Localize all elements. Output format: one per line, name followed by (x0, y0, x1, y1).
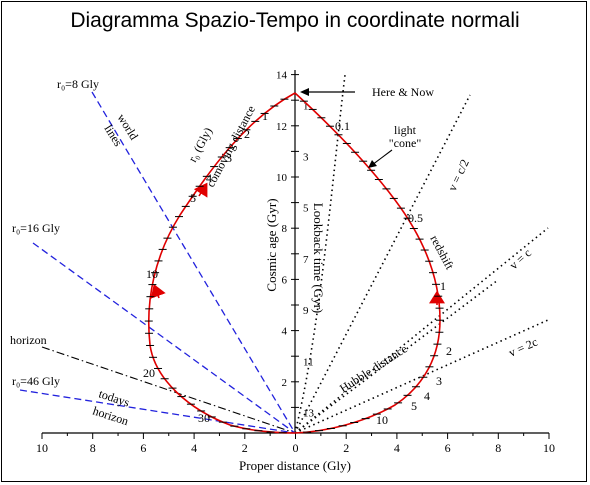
x-tick-label: 0 (293, 441, 299, 455)
r16-label: r₀=16 Gly (12, 221, 60, 235)
left-cone-arrow-upper (193, 182, 208, 198)
comoving-distance-mark: 10 (146, 267, 158, 281)
comoving-distance-mark: 20 (143, 366, 155, 380)
world-lines (19, 91, 296, 434)
redshift-mark: 2 (446, 344, 452, 358)
cosmic-age-tick-label: 2 (282, 377, 288, 389)
x-tick-label: 10 (543, 441, 555, 455)
cosmic-age-tick-label: 4 (282, 326, 288, 338)
light-cone-annotation: light "cone" (368, 123, 421, 168)
cosmic-age-tick-label: 14 (276, 70, 288, 82)
x-tick-label: 6 (140, 441, 146, 455)
x-axis: 10 8 6 4 2 0 2 4 6 8 10 Proper distance (Gly) (36, 432, 555, 473)
v-2c-line (294, 319, 549, 434)
redshift-mark: 3 (436, 374, 442, 388)
hubble-distance-label: Hubble distance (337, 341, 410, 395)
cosmic-age-tick-label: 10 (276, 172, 288, 184)
cone-extension-line (294, 74, 346, 434)
v-c-half-line (294, 94, 471, 434)
redshift-mark: 1 (440, 279, 446, 293)
r8-label: r₀=8 Gly (57, 77, 99, 91)
lookback-time-label: Lookback time (Gyr) (311, 203, 326, 313)
lookback-tick-label: 13 (303, 408, 315, 420)
lookback-tick-label: 1 (303, 100, 309, 112)
v-c-label: v = c (507, 246, 534, 273)
light-cone (144, 92, 445, 434)
redshift-mark: 4 (424, 389, 430, 403)
redshift-mark: 5 (411, 399, 417, 413)
horizon-line (41, 346, 296, 434)
cosmic-age-tick-label: 6 (282, 274, 288, 286)
comoving-label: r₀ (Gly) (185, 125, 215, 164)
horizon-label: horizon (10, 333, 47, 347)
light-cone-label-2: "cone" (389, 136, 422, 150)
left-cone-arrow-lower (150, 284, 166, 299)
lookback-tick-label: 11 (303, 356, 314, 368)
comoving-distance-mark: 2 (244, 127, 250, 141)
redshift-mark: 0.1 (335, 119, 350, 133)
here-now-label: Here & Now (372, 85, 434, 99)
cosmic-age-tick-label: 8 (282, 223, 288, 235)
x-tick-label: 8 (495, 441, 501, 455)
x-tick-label: 6 (445, 441, 451, 455)
x-tick-label: 8 (90, 441, 96, 455)
worldline-8gly (91, 91, 296, 434)
cosmic-age-tick-label: 12 (276, 121, 287, 133)
x-axis-label: Proper distance (Gly) (239, 458, 351, 473)
lookback-tick-label: 3 (303, 152, 309, 164)
comoving-distance-mark: 1 (262, 109, 268, 123)
v-c-half-label: v = c/2 (445, 157, 472, 193)
x-tick-label: 2 (242, 441, 248, 455)
x-tick-label: 4 (191, 441, 197, 455)
r46-label: r₀=46 Gly (12, 374, 60, 388)
worldline-16gly (32, 242, 296, 434)
redshift-mark: 10 (376, 413, 388, 427)
x-tick-label: 10 (36, 441, 48, 455)
comoving-distance-mark: 30 (198, 411, 210, 425)
lookback-tick-label: 7 (303, 254, 309, 266)
worldline-46gly (19, 389, 296, 434)
cosmic-age-label: Cosmic age (Gyr) (264, 198, 279, 291)
velocity-lines (294, 74, 549, 434)
here-now-marker: Here & Now (300, 85, 434, 99)
redshift-mark: 0.5 (408, 211, 423, 225)
lookback-tick-label: 9 (303, 305, 309, 317)
v-2c-label: v = 2c (507, 335, 540, 360)
x-tick-label: 2 (343, 441, 349, 455)
diagram-title: Diagramma Spazio-Tempo in coordinate nor… (70, 9, 520, 32)
light-cone-label: light (394, 123, 417, 137)
lookback-tick-label: 5 (303, 203, 309, 215)
comoving-distance-mark: 4 (206, 171, 212, 185)
comoving-distance-mark: 5 (190, 191, 196, 205)
x-tick-label: 4 (394, 441, 400, 455)
comoving-distance-mark: 3 (226, 151, 232, 165)
v-c-line (294, 227, 549, 434)
